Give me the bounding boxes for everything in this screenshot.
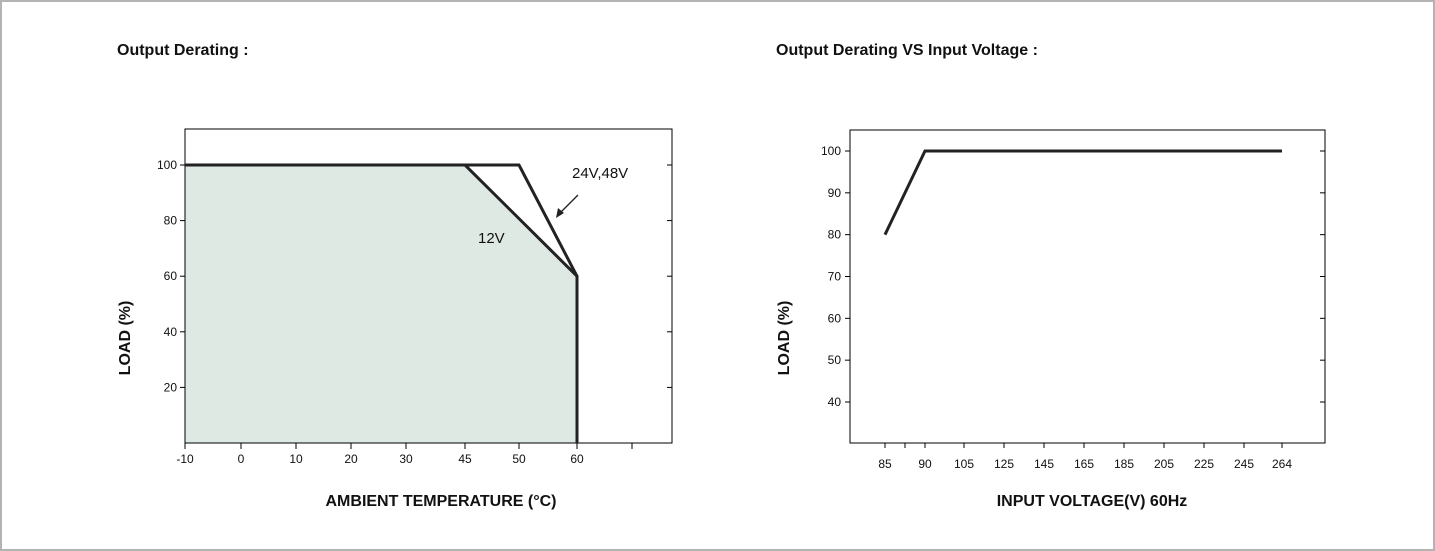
y-tick-label-70: 70	[828, 270, 842, 284]
x-tick-label-20: 20	[344, 452, 358, 466]
x-tick-label-145: 145	[1034, 457, 1054, 471]
x-tick-label-205: 205	[1154, 457, 1174, 471]
x-axis-label: INPUT VOLTAGE(V) 60Hz	[997, 493, 1188, 510]
x-tick-label-0: 0	[238, 452, 245, 466]
x-tick-label-85: 85	[878, 457, 892, 471]
y-axis-label: LOAD (%)	[776, 301, 793, 376]
chart-title-output-derating: Output Derating :	[117, 42, 249, 59]
y-tick-label-80: 80	[828, 228, 842, 242]
x-tick-label-105: 105	[954, 457, 974, 471]
y-tick-label-40: 40	[164, 325, 178, 339]
series-line-load-vs-voltage	[883, 149, 1282, 236]
x-tick-label-165: 165	[1074, 457, 1094, 471]
series-label-12v: 12V	[478, 230, 505, 247]
series-label-pointer-24v-48v	[558, 194, 579, 215]
x-tick-label-10: -10	[176, 452, 194, 466]
series-label-24v-48v: 24V,48V	[572, 165, 628, 182]
y-axis-label: LOAD (%)	[117, 301, 134, 376]
y-tick-label-100: 100	[821, 144, 841, 158]
x-tick-label-125: 125	[994, 457, 1014, 471]
chart-output-derating: -10 0 10 20 30 45 50 60 20 40 60 80 100 24V,48V 12V AMB…	[117, 128, 673, 510]
y-tick-label-100: 100	[157, 158, 177, 172]
x-tick-label-185: 185	[1114, 457, 1134, 471]
plot-area-border	[849, 129, 1326, 444]
x-tick-label-264: 264	[1272, 457, 1292, 471]
y-tick-label-80: 80	[164, 214, 178, 228]
y-tick-label-90: 90	[828, 186, 842, 200]
series-line-12v	[185, 163, 579, 443]
y-tick-label-40: 40	[828, 395, 842, 409]
x-tick-label-225: 225	[1194, 457, 1214, 471]
x-tick-label-245: 245	[1234, 457, 1254, 471]
x-tick-label-90: 90	[918, 457, 932, 471]
x-axis-label: AMBIENT TEMPERATURE (°C)	[326, 493, 557, 510]
x-tick-label-30: 30	[399, 452, 413, 466]
x-tick-label-10: 10	[289, 452, 303, 466]
chart-title-derating-vs-input-voltage: Output Derating VS Input Voltage :	[776, 42, 1038, 59]
y-tick-label-20: 20	[164, 380, 178, 394]
x-tick-label-50: 50	[512, 452, 526, 466]
y-tick-label-60: 60	[828, 311, 842, 325]
x-tick-label-60: 60	[570, 452, 584, 466]
series-label-arrowhead-24v-48v	[556, 208, 564, 218]
x-tick-label-45: 45	[458, 452, 472, 466]
y-tick-label-50: 50	[828, 353, 842, 367]
y-tick-label-60: 60	[164, 269, 178, 283]
area-fill-12v	[185, 165, 577, 443]
plot-area-border	[184, 128, 673, 444]
